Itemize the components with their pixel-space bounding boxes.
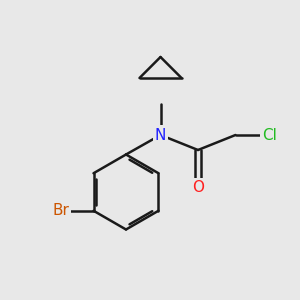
Text: Cl: Cl [262,128,278,142]
Text: N: N [155,128,166,142]
Text: O: O [192,180,204,195]
Text: Br: Br [52,203,69,218]
